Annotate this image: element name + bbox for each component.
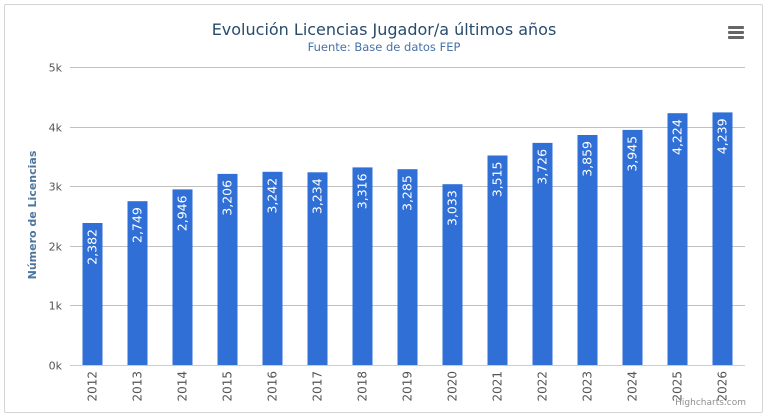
bar-2017[interactable] (307, 172, 328, 365)
bar-2022[interactable] (532, 142, 553, 365)
data-label-2014: 2,946 (175, 195, 190, 231)
hamburger-menu-icon (728, 26, 744, 39)
chart-menu-button[interactable] (724, 22, 748, 44)
x-tick-label-2018: 2018 (356, 371, 370, 402)
x-tick-label-2015: 2015 (221, 371, 235, 402)
data-label-2021: 3,515 (490, 162, 505, 198)
data-label-2019: 3,285 (400, 175, 415, 211)
chart-subtitle: Fuente: Base de datos FEP (308, 40, 461, 54)
bar-2018[interactable] (352, 167, 373, 365)
y-tick-label: 4k (49, 122, 63, 135)
y-tick-label: 3k (49, 181, 63, 194)
y-tick-label: 5k (49, 62, 63, 75)
data-label-2013: 2,749 (130, 207, 145, 243)
x-tick-label-2012: 2012 (86, 371, 100, 402)
bar-2021[interactable] (487, 155, 508, 366)
data-label-2026: 4,239 (715, 118, 730, 154)
x-tick-label-2024: 2024 (626, 371, 640, 402)
x-tick-label-2025: 2025 (671, 371, 685, 402)
x-tick-label-2014: 2014 (176, 371, 190, 402)
chart-title: Evolución Licencias Jugador/a últimos añ… (212, 20, 557, 39)
bar-2012[interactable] (82, 223, 103, 365)
bar-2015[interactable] (217, 173, 238, 365)
bar-2014[interactable] (172, 189, 193, 365)
y-axis-ticks: 0k 1k 2k 3k 4k 5k (49, 62, 63, 373)
data-labels: 2,382 2,749 2,946 3,206 3,242 3,234 3,316 3,285… (85, 118, 730, 264)
bar-2024[interactable] (622, 129, 643, 365)
data-label-2016: 3,242 (265, 178, 280, 214)
data-label-2020: 3,033 (445, 190, 460, 226)
data-label-2017: 3,234 (310, 178, 325, 214)
y-tick-label: 2k (49, 241, 63, 254)
data-label-2022: 3,726 (535, 149, 550, 185)
bar-2013[interactable] (127, 201, 148, 365)
x-tick-label-2021: 2021 (491, 371, 505, 402)
bar-2016[interactable] (262, 171, 283, 365)
x-tick-label-2017: 2017 (311, 371, 325, 402)
data-label-2012: 2,382 (85, 229, 100, 265)
x-tick-label-2026: 2026 (716, 371, 730, 402)
x-tick-label-2023: 2023 (581, 371, 595, 402)
bar-2023[interactable] (577, 135, 598, 365)
x-tick-label-2020: 2020 (446, 371, 460, 402)
x-axis-ticks: 2012 2013 2014 2015 2016 2017 2018 2019 2020 2021… (86, 371, 730, 402)
data-label-2023: 3,859 (580, 141, 595, 177)
data-label-2018: 3,316 (355, 173, 370, 209)
bar-2020[interactable] (442, 184, 463, 365)
data-label-2025: 4,224 (670, 119, 685, 155)
x-tick-label-2019: 2019 (401, 371, 415, 402)
credits-link[interactable]: Highcharts.com (675, 398, 746, 408)
data-label-2024: 3,945 (625, 136, 640, 172)
bar-2019[interactable] (397, 169, 418, 365)
x-tick-label-2013: 2013 (131, 371, 145, 402)
y-axis-label: Número de Licencias (26, 150, 39, 279)
bar-2026[interactable] (712, 112, 733, 366)
x-tick-label-2016: 2016 (266, 371, 280, 402)
bar-2025[interactable] (667, 113, 688, 365)
x-tick-label-2022: 2022 (536, 371, 550, 402)
y-tick-label: 1k (49, 300, 63, 313)
y-tick-label: 0k (49, 360, 63, 373)
data-label-2015: 3,206 (220, 180, 235, 216)
bars (82, 112, 733, 366)
